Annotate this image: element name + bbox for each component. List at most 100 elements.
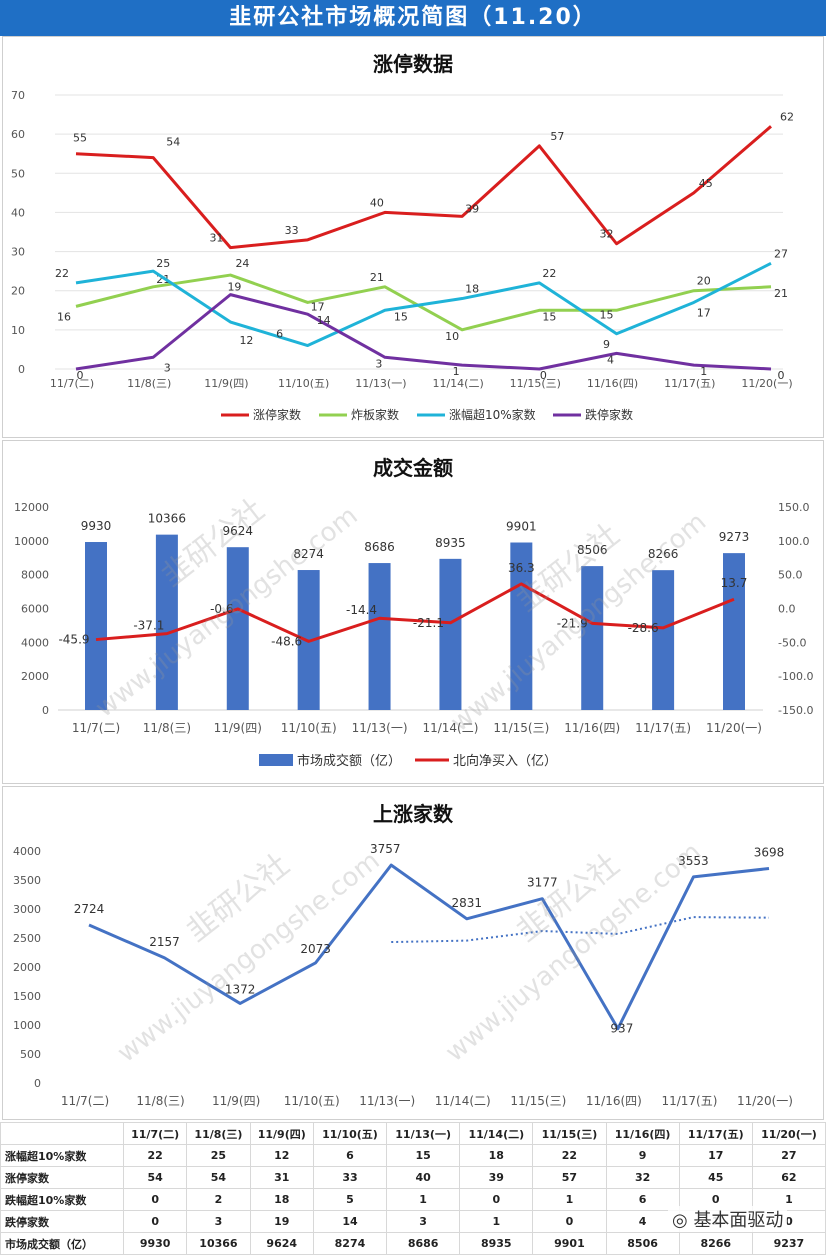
data-label: 6 xyxy=(276,328,283,341)
y-tick-label: 70 xyxy=(11,89,25,102)
x-tick-label: 11/7(二) xyxy=(61,1094,109,1108)
bar xyxy=(155,534,178,710)
data-label: 54 xyxy=(166,136,180,149)
data-label: 4 xyxy=(607,353,614,366)
table-cell: 8506 xyxy=(605,1232,680,1255)
y-tick-label: 30 xyxy=(11,246,25,259)
table-row: 涨幅超10%家数 22 25 12 6 15 18 22 9 17 27 xyxy=(0,1144,826,1167)
table-cell: 22 xyxy=(122,1144,188,1167)
data-label: 20 xyxy=(697,275,711,288)
table-cell: 3 xyxy=(386,1210,461,1233)
table-cell: 0 xyxy=(459,1188,534,1211)
y-tick-label: 2000 xyxy=(21,670,49,683)
y-tick-label: 10000 xyxy=(14,535,49,548)
table-row-label: 涨停家数 xyxy=(0,1166,124,1189)
y-tick-label: 40 xyxy=(11,206,25,219)
legend-label: 跌停家数 xyxy=(585,407,633,422)
y2-tick-label: 50.0 xyxy=(778,569,803,582)
data-label: 3698 xyxy=(754,846,785,860)
data-label: 0 xyxy=(778,369,785,382)
data-label: 9930 xyxy=(81,519,112,533)
bar xyxy=(723,553,745,710)
table-cell: 9 xyxy=(605,1144,680,1167)
table-cell: 54 xyxy=(186,1166,251,1189)
x-tick-label: 11/13(一) xyxy=(359,1094,415,1108)
table-cell: 25 xyxy=(186,1144,251,1167)
data-label: 3553 xyxy=(678,854,709,868)
bar xyxy=(581,566,604,710)
x-tick-label: 11/7(二) xyxy=(72,721,120,735)
x-tick-label: 11/13(一) xyxy=(352,721,408,735)
table-cell: 1 xyxy=(532,1188,607,1211)
table-row-label: 市场成交额（亿） xyxy=(0,1232,124,1255)
x-tick-label: 11/10(五) xyxy=(284,1094,340,1108)
x-tick-label: 11/20(一) xyxy=(706,721,762,735)
table-row: 涨停家数 54 54 31 33 40 39 57 32 45 62 xyxy=(0,1166,826,1189)
table-cell: 0 xyxy=(532,1210,607,1233)
table-cell: 3 xyxy=(186,1210,251,1233)
data-label: 8686 xyxy=(364,540,395,554)
y-tick-label: 60 xyxy=(11,128,25,141)
table-column-header: 11/17(五) xyxy=(678,1122,753,1145)
table-column-header: 11/14(二) xyxy=(459,1122,534,1145)
data-label: 13.7 xyxy=(721,576,748,590)
table-cell: 6 xyxy=(312,1144,388,1167)
table-cell: 27 xyxy=(751,1144,826,1167)
data-label: 19 xyxy=(227,281,241,294)
legend-label: 炸板家数 xyxy=(351,407,399,422)
series-line xyxy=(75,125,772,250)
brand-logo: ◎ 基本面驱动 xyxy=(668,1206,788,1232)
series-line xyxy=(75,273,772,332)
y-tick-label: 3500 xyxy=(13,874,41,887)
table-cell: 9624 xyxy=(249,1232,314,1255)
legend-swatch xyxy=(259,754,293,766)
data-label: 15 xyxy=(600,308,614,321)
table-cell: 33 xyxy=(312,1166,388,1189)
table-row: 市场成交额（亿） 9930 10366 9624 8274 8686 8935 9901 850… xyxy=(0,1232,826,1255)
x-tick-label: 11/8(三) xyxy=(143,721,191,735)
series-line xyxy=(95,582,735,643)
x-tick-label: 11/10(五) xyxy=(281,721,337,735)
y-tick-label: 500 xyxy=(20,1048,41,1061)
data-label: 31 xyxy=(209,232,223,245)
chart-title: 涨停数据 xyxy=(373,52,453,76)
data-label: -45.9 xyxy=(58,633,89,647)
y-tick-label: 0 xyxy=(18,363,25,376)
data-label: 45 xyxy=(699,177,713,190)
data-label: 9624 xyxy=(223,524,254,538)
bar xyxy=(510,542,533,710)
data-label: 24 xyxy=(235,257,249,270)
legend-label: 北向净买入（亿） xyxy=(453,753,557,769)
wechat-icon: ◎ xyxy=(672,1210,694,1231)
table-cell: 8686 xyxy=(386,1232,461,1255)
data-label: 8506 xyxy=(577,543,608,557)
data-label: 3757 xyxy=(370,842,401,856)
x-tick-label: 11/8(三) xyxy=(127,377,171,390)
data-label: 10 xyxy=(445,330,459,343)
y-tick-label: 20 xyxy=(11,285,25,298)
table-cell: 9901 xyxy=(532,1232,607,1255)
table-column-header: 11/7(二) xyxy=(122,1122,188,1145)
table-cell: 1 xyxy=(459,1210,534,1233)
table-cell: 10366 xyxy=(186,1232,251,1255)
data-label: -0.6 xyxy=(210,602,233,616)
data-label: 14 xyxy=(317,314,331,327)
y-tick-label: 6000 xyxy=(21,603,49,616)
y-tick-label: 4000 xyxy=(21,636,49,649)
y-tick-label: 1500 xyxy=(13,990,41,1003)
table-cell: 15 xyxy=(386,1144,461,1167)
table-cell: 9237 xyxy=(751,1232,826,1255)
data-label: -37.1 xyxy=(133,619,164,633)
x-tick-label: 11/17(五) xyxy=(635,721,691,735)
table-corner-cell xyxy=(0,1122,124,1145)
table-cell: 8266 xyxy=(678,1232,753,1255)
data-label: 1372 xyxy=(225,982,256,996)
data-label: 17 xyxy=(697,306,711,319)
data-label: 0 xyxy=(540,369,547,382)
table-cell: 22 xyxy=(532,1144,607,1167)
bar xyxy=(368,563,391,710)
y-tick-label: 2000 xyxy=(13,961,41,974)
x-tick-label: 11/8(三) xyxy=(136,1094,184,1108)
data-label: 15 xyxy=(542,310,556,323)
